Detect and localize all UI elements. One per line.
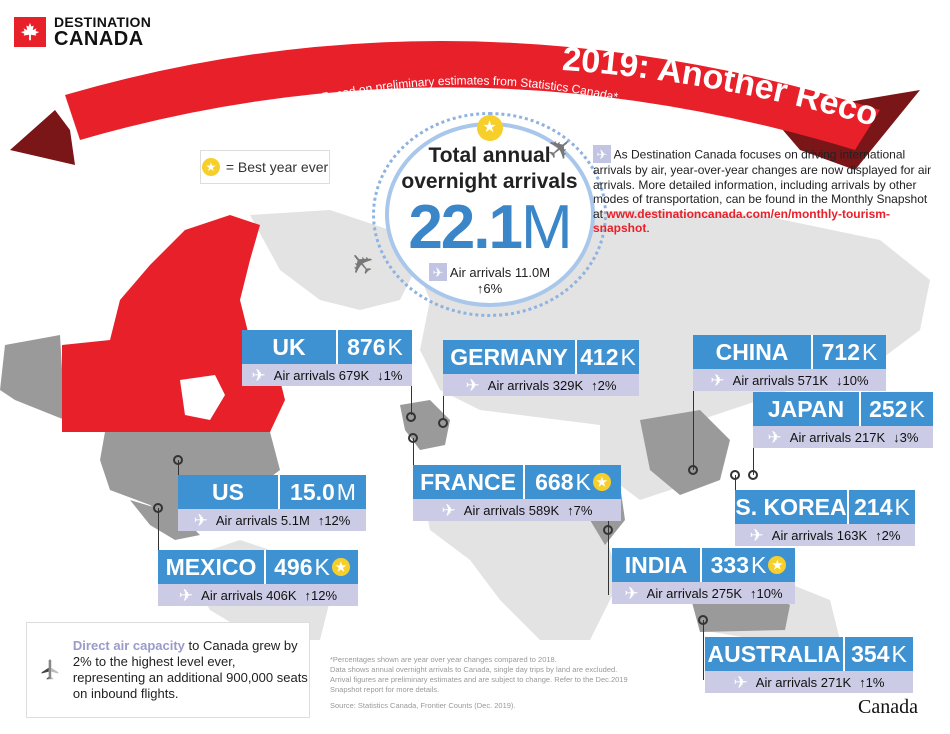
source-note: Source: Statistics Canada, Frontier Coun…: [330, 701, 516, 710]
location-dot-australia: [698, 615, 708, 625]
legend-label: = Best year ever: [225, 159, 329, 175]
leader-line: [608, 515, 609, 595]
total-label-1: Total annual: [428, 144, 551, 167]
airplane-icon: ✈: [428, 263, 447, 282]
logo-line-2: CANADA: [54, 28, 144, 50]
market-card-uk: UK 876 K ✈ Air arrivals 679K ↓1%: [242, 330, 412, 386]
total-air-change: ↑6%: [476, 281, 503, 297]
best-year-legend: ★ = Best year ever: [200, 150, 330, 184]
airplane-icon: ✈: [465, 375, 480, 395]
market-card-us: US 15.0 M ✈ Air arrivals 5.1M ↑12%: [178, 475, 366, 531]
logo-line-1: DESTINATION: [54, 14, 152, 30]
airplane-icon: ✈: [710, 370, 725, 390]
total-circle-dotted-ring: [372, 112, 607, 317]
total-label-2: overnight arrivals: [401, 170, 578, 194]
destination-canada-logo: DESTINATION CANADA: [14, 15, 151, 49]
airplane-icon: ✈: [767, 427, 782, 447]
market-card-germany: GERMANY 412 K ✈ Air arrivals 329K ↑2%: [443, 340, 639, 396]
star-icon: ★: [331, 558, 350, 576]
airplane-icon: [41, 659, 59, 680]
airplane-icon: ✈: [733, 672, 748, 692]
star-icon: ★: [592, 473, 611, 491]
market-card-france: FRANCE 668 K ★ ✈ Air arrivals 589K ↑7%: [413, 465, 621, 521]
canada-wordmark: Canada: [858, 696, 918, 718]
air-focus-note: ✈ As Destination Canada focuses on drivi…: [593, 145, 932, 236]
star-icon: ★: [768, 556, 787, 574]
location-dot-korea: [730, 470, 740, 480]
location-dot-us: [173, 455, 183, 465]
canada-shape: [62, 215, 285, 432]
market-card-australia: AUSTRALIA 354 K ✈ Air arrivals 271K ↑1%: [705, 637, 913, 693]
air-capacity-callout: Direct air capacity to Canada grew by 2%…: [26, 622, 310, 718]
location-dot-france: [408, 433, 418, 443]
airplane-icon: ✈: [441, 500, 456, 520]
alaska-shape: [0, 335, 65, 420]
capacity-highlight: Direct air capacity: [72, 638, 185, 653]
monthly-snapshot-link[interactable]: www.destinationcanada.com/en/monthly-tou…: [593, 206, 890, 236]
market-card-china: CHINA 712 K ✈ Air arrivals 571K ↓10%: [693, 335, 886, 391]
total-arrivals-panel: ★ Total annual overnight arrivals 22.1M …: [372, 112, 607, 296]
location-dot-india: [603, 525, 613, 535]
total-value: 22.1M: [408, 193, 572, 263]
china-shape: [640, 410, 730, 495]
airplane-icon: ✈: [251, 365, 266, 385]
leader-line: [703, 620, 704, 680]
market-card-japan: JAPAN 252 K ✈ Air arrivals 217K ↓3%: [753, 392, 933, 448]
location-dot-uk: [406, 412, 416, 422]
airplane-icon: ✈: [749, 525, 764, 545]
market-card-south-korea: S. KOREA 214 K ✈ Air arrivals 163K ↑2%: [735, 490, 915, 546]
leader-line: [693, 335, 694, 470]
footnote: *Percentages shown are year over year ch…: [330, 655, 710, 711]
market-card-india: INDIA 333 K ★ ✈ Air arrivals 275K ↑10%: [612, 548, 795, 604]
airplane-icon: ✈: [178, 585, 194, 605]
maple-leaf-icon: [14, 17, 46, 47]
airplane-icon: ✈: [593, 145, 611, 163]
location-dot-germany: [438, 418, 448, 428]
location-dot-mexico: [153, 503, 163, 513]
market-card-mexico: MEXICO 496 K ★ ✈ Air arrivals 406K ↑12%: [158, 550, 358, 606]
star-icon: ★: [476, 115, 503, 141]
total-air-arrivals: Air arrivals 11.0M: [449, 264, 551, 280]
airplane-icon: ✈: [193, 510, 208, 530]
location-dot-china: [688, 465, 698, 475]
title-banner: 2019: Another Record-Breaking Year for C…: [0, 0, 920, 170]
airplane-icon: ✈: [624, 583, 639, 603]
location-dot-japan: [748, 470, 758, 480]
star-icon: ★: [201, 158, 220, 176]
